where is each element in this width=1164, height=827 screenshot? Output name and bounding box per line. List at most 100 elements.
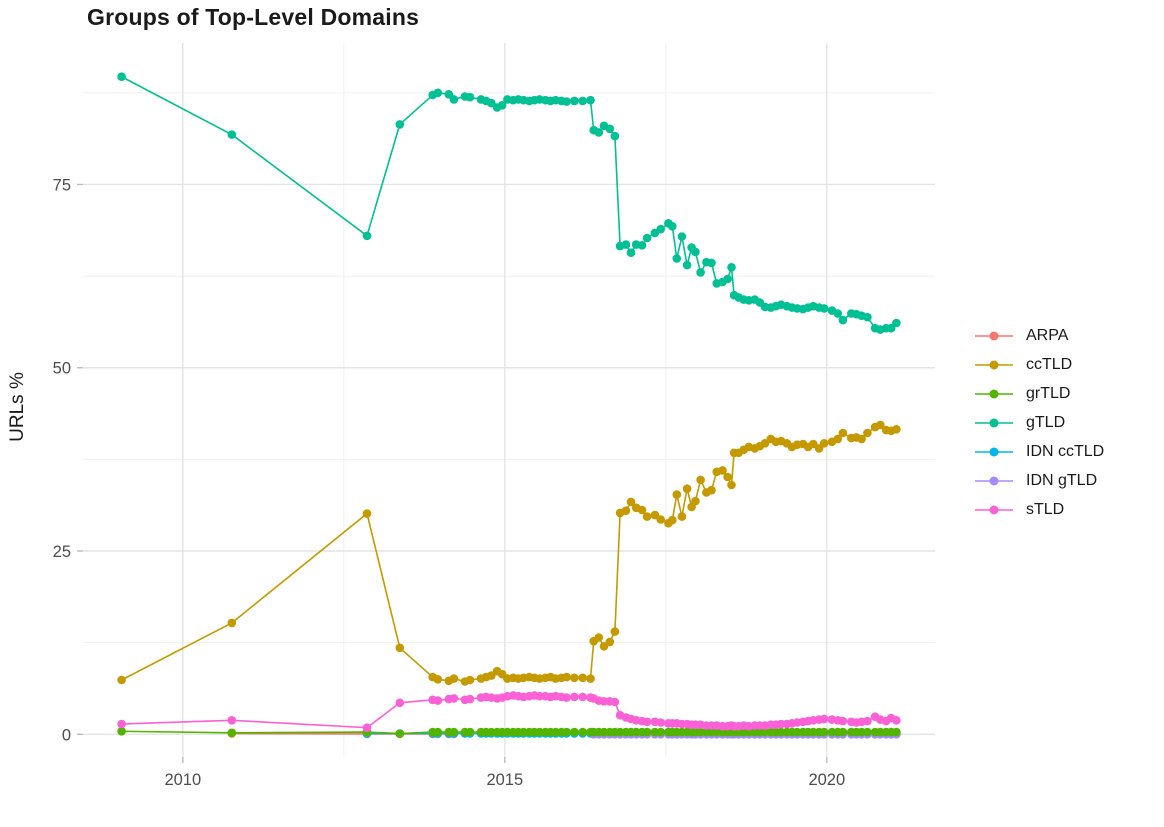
data-point-cctld (727, 480, 736, 490)
data-point-cctld (637, 505, 647, 515)
legend-item-cctld: ccTLD (975, 350, 1104, 379)
data-point-gtld (605, 124, 615, 134)
data-point-gtld (886, 323, 896, 333)
data-point-cctld (682, 484, 692, 494)
data-point-gtld (562, 97, 571, 106)
legend-item-grtld: grTLD (975, 379, 1104, 408)
data-point-gtld (696, 268, 705, 277)
legend-item-gtld: gTLD (975, 408, 1104, 437)
legend-label: grTLD (1026, 384, 1071, 402)
data-point-gtld (570, 96, 579, 106)
data-point-gtld (677, 232, 687, 241)
data-point-grtld (395, 729, 405, 738)
data-point-gtld (433, 88, 443, 98)
data-point-cctld (117, 675, 126, 685)
data-point-grtld (227, 728, 237, 738)
data-point-gtld (668, 222, 677, 231)
data-point-cctld (718, 466, 727, 475)
data-point-cctld (863, 428, 872, 438)
legend-label: gTLD (1026, 413, 1066, 431)
data-point-cctld (668, 515, 677, 525)
data-point-cctld (677, 512, 687, 521)
data-point-stld (838, 716, 848, 726)
data-point-grtld (449, 727, 459, 737)
data-point-stld (117, 719, 126, 729)
data-point-gtld (833, 309, 843, 318)
data-point-gtld (362, 231, 372, 241)
data-point-gtld (863, 312, 872, 322)
data-point-cctld (876, 420, 885, 430)
data-point-cctld (819, 439, 829, 448)
data-point-gtld (621, 240, 631, 249)
data-point-cctld (691, 496, 700, 506)
data-point-grtld (465, 727, 475, 737)
data-point-stld (570, 692, 579, 702)
data-point-stld (642, 717, 652, 727)
data-point-stld (362, 723, 372, 732)
legend-key-icon (975, 418, 1013, 427)
data-point-grtld (642, 727, 652, 737)
data-point-cctld (395, 643, 405, 653)
data-point-stld (819, 714, 829, 724)
data-point-cctld (465, 675, 475, 685)
y-axis-tick-label: 0 (62, 726, 71, 744)
data-point-gtld (626, 248, 636, 257)
data-point-cctld (594, 633, 604, 642)
data-point-gtld (672, 254, 682, 263)
data-point-cctld (605, 637, 615, 647)
data-point-gtld (594, 128, 604, 137)
data-point-cctld (707, 485, 716, 495)
data-point-cctld (626, 497, 636, 507)
y-axis-tick-label: 75 (53, 176, 71, 194)
data-point-cctld (362, 509, 372, 518)
data-point-cctld (656, 515, 665, 524)
data-point-stld (395, 698, 405, 708)
data-point-gtld (642, 233, 652, 243)
data-point-gtld (586, 95, 595, 105)
y-axis-title: URLs % (7, 372, 28, 442)
data-point-cctld (723, 472, 732, 482)
legend-label: IDN gTLD (1026, 471, 1098, 489)
data-point-gtld (723, 274, 732, 284)
data-point-cctld (857, 434, 866, 444)
legend-item-idn-cctld: IDN ccTLD (975, 437, 1104, 466)
data-point-stld (227, 716, 237, 725)
y-axis-tick-label: 25 (53, 543, 71, 561)
legend-key-icon (975, 331, 1013, 340)
data-point-cctld (449, 674, 459, 683)
data-point-cctld (570, 673, 579, 683)
legend-key-icon (975, 505, 1013, 514)
x-axis-tick-label: 2020 (808, 771, 845, 789)
legend-key-icon (975, 476, 1013, 485)
data-point-grtld (819, 727, 829, 737)
data-point-gtld (449, 95, 459, 104)
legend-label: ARPA (1026, 326, 1069, 344)
y-axis-tick-label: 50 (53, 360, 71, 378)
data-point-grtld (838, 727, 848, 737)
data-point-stld (449, 694, 459, 703)
data-point-grtld (656, 727, 665, 737)
series-line-gtld (121, 75, 897, 331)
legend-key-icon (975, 389, 1013, 398)
data-point-gtld (395, 120, 405, 129)
data-point-gtld (707, 258, 716, 268)
data-point-cctld (586, 674, 595, 683)
data-point-stld (610, 697, 620, 707)
data-point-stld (656, 718, 665, 727)
data-point-gtld (578, 96, 587, 106)
data-point-cctld (621, 506, 631, 515)
legend-item-stld: sTLD (975, 495, 1104, 524)
data-point-grtld (863, 727, 872, 737)
data-point-cctld (696, 475, 705, 485)
data-point-grtld (562, 727, 571, 737)
data-point-cctld (838, 428, 848, 438)
data-point-gtld (117, 72, 126, 81)
legend-key-icon (975, 447, 1013, 456)
data-point-gtld (610, 131, 620, 141)
data-point-stld (465, 694, 475, 704)
legend-label: sTLD (1026, 500, 1065, 518)
data-point-gtld (682, 260, 692, 270)
legend-label: ccTLD (1026, 355, 1073, 373)
